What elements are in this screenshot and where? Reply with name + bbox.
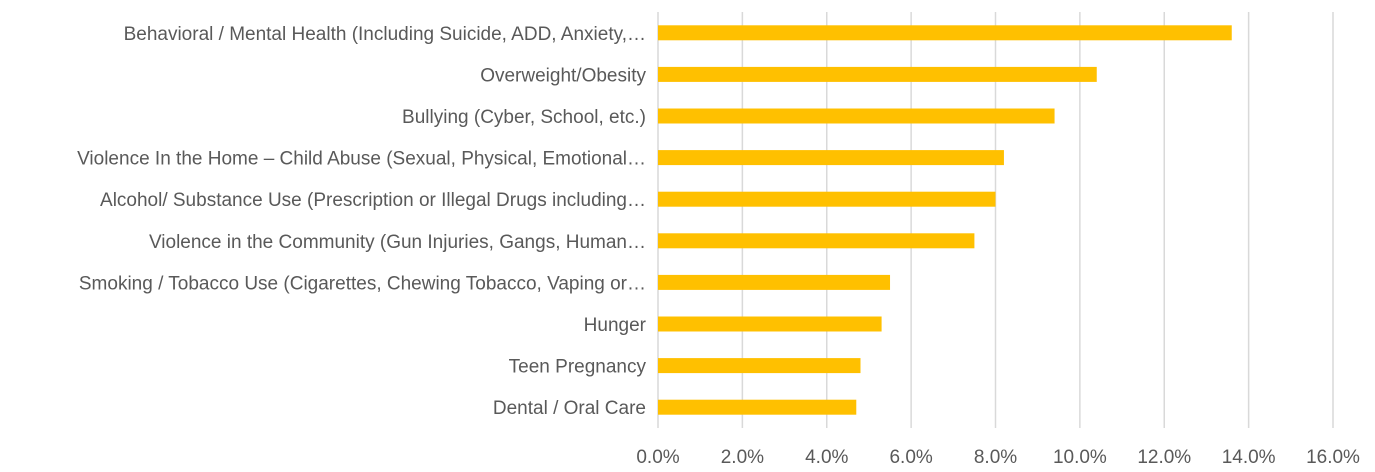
x-tick-label: 14.0%	[1222, 447, 1276, 468]
bar	[658, 233, 975, 249]
bar	[658, 274, 891, 290]
bar	[658, 358, 861, 374]
x-tick-labels: 0.0% 2.0% 4.0% 6.0% 8.0% 10.0% 12.0% 14.0% 16.0%	[636, 447, 1360, 468]
category-labels: Behavioral / Mental Health (Including Su…	[77, 24, 647, 419]
category-label: Violence In the Home – Child Abuse (Sexu…	[77, 149, 646, 170]
bar	[658, 25, 1232, 41]
category-label: Hunger	[584, 315, 647, 336]
x-tick-label: 2.0%	[721, 447, 764, 468]
category-label: Dental / Oral Care	[493, 398, 646, 419]
x-tick-label: 12.0%	[1137, 447, 1191, 468]
bars	[658, 25, 1232, 415]
bar	[658, 66, 1097, 82]
x-tick-label: 0.0%	[636, 447, 679, 468]
bar	[658, 316, 882, 332]
category-label: Alcohol/ Substance Use (Prescription or …	[100, 190, 646, 211]
x-tick-label: 8.0%	[974, 447, 1017, 468]
category-label: Teen Pregnancy	[509, 357, 647, 378]
category-label: Behavioral / Mental Health (Including Su…	[124, 24, 646, 45]
category-label: Overweight/Obesity	[480, 65, 646, 86]
bar	[658, 399, 857, 415]
x-tick-label: 16.0%	[1306, 447, 1360, 468]
bar	[658, 191, 996, 207]
x-tick-label: 4.0%	[805, 447, 848, 468]
category-label: Violence in the Community (Gun Injuries,…	[149, 232, 646, 253]
x-tick-label: 10.0%	[1053, 447, 1107, 468]
category-label: Smoking / Tobacco Use (Cigarettes, Chewi…	[79, 273, 646, 294]
x-tick-label: 6.0%	[889, 447, 932, 468]
bar	[658, 150, 1004, 166]
category-label: Bullying (Cyber, School, etc.)	[402, 107, 646, 128]
bar	[658, 108, 1055, 124]
